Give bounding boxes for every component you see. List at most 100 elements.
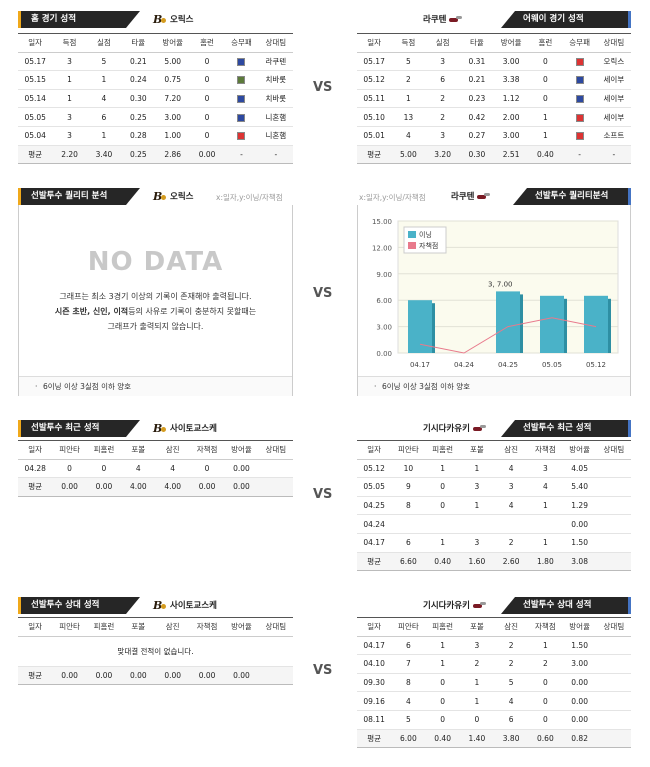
loss-icon <box>237 113 246 122</box>
table-cell: 2 <box>425 107 460 127</box>
column-header: 방어율 <box>224 617 259 637</box>
table-cell: 6 <box>494 710 529 730</box>
table-cell: 1 <box>425 459 460 479</box>
result-cell <box>562 70 597 90</box>
average-cell: 0.00 <box>189 477 225 497</box>
win-icon <box>237 132 246 141</box>
table-row: 05.04 3 1 0.28 1.00 0 니혼햄 <box>18 126 293 146</box>
table-row: 04.17 6 1 3 2 1 1.50 <box>357 533 631 553</box>
y-tick-label: 15.00 <box>372 218 392 226</box>
table-cell: 6 <box>391 636 426 656</box>
away-recent-table: 일자 득점 실점 타율 방어율 홈런 승무패 상대팀 05.17 5 3 0.31 3.00 0 오릭스 05… <box>357 33 631 165</box>
table-cell: 4 <box>155 459 190 479</box>
result-cell <box>562 107 597 127</box>
table-row: 09.30 8 0 1 5 0 0.00 <box>357 673 631 693</box>
table-cell: 1 <box>459 691 494 711</box>
column-header: 방어율 <box>494 33 529 53</box>
average-cell: 0.00 <box>189 145 225 165</box>
table-row: 08.11 5 0 0 6 0 0.00 <box>357 710 631 730</box>
average-cell <box>596 729 631 749</box>
home-pitcher-tab: 선발투수 최근 성적 <box>18 420 140 437</box>
x-tick-label: 04.17 <box>410 361 430 369</box>
column-header: 실점 <box>86 33 122 53</box>
column-header: 승무패 <box>562 33 597 53</box>
table-cell: 2 <box>494 654 529 674</box>
table-row: 05.14 1 4 0.30 7.20 0 치바롯 <box>18 89 293 109</box>
average-row: 평균 5.00 3.20 0.30 2.51 0.40- - <box>357 145 631 165</box>
buffaloes-logo-icon <box>153 422 167 435</box>
table-cell: 1.00 <box>155 126 190 146</box>
average-row: 평균 0.00 0.00 4.00 4.00 0.00 0.00 <box>18 477 293 497</box>
average-cell: - <box>258 145 293 165</box>
table-cell: 1 <box>86 126 122 146</box>
table-cell: 0.42 <box>459 107 494 127</box>
table-cell: 0.21 <box>459 70 494 90</box>
loss-icon <box>575 76 584 85</box>
table-cell: 05.05 <box>18 107 53 127</box>
quality-chart: 15.00 12.00 9.00 6.00 3.00 0.00 04.17 04.24 04.2… <box>372 218 619 369</box>
y-tick-label: 12.00 <box>372 244 392 252</box>
table-cell: 4 <box>494 459 529 479</box>
table-cell: 10 <box>391 459 426 479</box>
table-row: 05.05 9 0 3 3 4 5.40 <box>357 477 631 497</box>
table-cell: 2 <box>391 70 426 90</box>
column-header: 일자 <box>357 617 392 637</box>
result-cell <box>224 70 259 90</box>
table-cell: 0.21 <box>121 52 156 72</box>
column-header: 상대팀 <box>258 33 293 53</box>
average-cell: 평균 <box>357 729 392 749</box>
away-vs-pitcher: 기시다카유키 <box>423 599 486 611</box>
table-row: 05.17 5 3 0.31 3.00 0 오릭스 <box>357 52 631 72</box>
empty-message: 맞대결 전적이 없습니다. <box>18 636 293 667</box>
y-tick-label: 6.00 <box>376 297 392 305</box>
result-cell <box>562 89 597 109</box>
column-header: 삼진 <box>155 617 190 637</box>
vs-label: VS <box>313 80 333 95</box>
table-cell: 3 <box>425 52 460 72</box>
away-pitcher-panel: 기시다카유키 선발투수 최근 성적 일자 피안타 피홈런 포볼 삼진 자책점 방어율 상대팀 0… <box>357 420 631 575</box>
away-pitcher-tab: 선발투수 최근 성적 <box>501 420 631 437</box>
eagles-logo-icon <box>477 192 491 201</box>
draw-icon <box>237 76 246 85</box>
table-cell: 04.28 <box>18 459 53 479</box>
no-data-box: NO DATA 그래프는 최소 3경기 이상의 기록이 존재해야 출력됩니다. … <box>18 205 293 397</box>
column-header: 득점 <box>391 33 426 53</box>
table-cell: 2 <box>425 89 460 109</box>
loss-icon <box>237 57 246 66</box>
table-cell: 0 <box>189 89 225 109</box>
home-vs-pitcher: 사이토교스케 <box>153 599 217 612</box>
table-cell: 3.00 <box>155 107 190 127</box>
bar-shadow <box>564 298 567 353</box>
table-cell: 0.00 <box>224 459 259 479</box>
win-icon <box>575 57 584 66</box>
average-cell: 2.20 <box>52 145 87 165</box>
table-cell <box>596 514 631 534</box>
data-annotation: 3, 7.00 <box>488 280 513 288</box>
loss-icon <box>575 95 584 104</box>
column-header: 상대팀 <box>596 33 631 53</box>
average-cell: 0.00 <box>86 666 122 686</box>
table-cell: 5.00 <box>155 52 190 72</box>
table-cell: 1 <box>425 636 460 656</box>
home-vs-table: 일자 피안타 피홈런 포볼 삼진 자책점 방어율 상대팀 맞대결 전적이 없습니다. 평균 0.00… <box>18 617 293 686</box>
table-cell: 1 <box>528 533 563 553</box>
table-cell: 4 <box>391 691 426 711</box>
home-quality-tab: 선발투수 퀄리티 분석 <box>18 188 140 205</box>
result-cell <box>224 107 259 127</box>
average-cell: 평균 <box>357 145 392 165</box>
average-cell: 1.60 <box>459 552 494 572</box>
table-cell: 6 <box>391 533 426 553</box>
average-cell: - <box>596 145 631 165</box>
table-cell: 8 <box>391 496 426 516</box>
eagles-logo-icon <box>472 601 486 610</box>
table-cell: 1 <box>86 70 122 90</box>
column-header: 상대팀 <box>596 617 631 637</box>
away-pitcher-name: 기시다카유키 <box>423 422 486 434</box>
column-header: 상대팀 <box>258 440 293 460</box>
table-cell: 3 <box>459 533 494 553</box>
table-row: 09.16 4 0 1 4 0 0.00 <box>357 691 631 711</box>
table-row: 05.17 3 5 0.21 5.00 0 라쿠텐 <box>18 52 293 72</box>
table-cell: 0.24 <box>121 70 156 90</box>
column-header: 타율 <box>459 33 494 53</box>
table-cell: 3 <box>494 477 529 497</box>
